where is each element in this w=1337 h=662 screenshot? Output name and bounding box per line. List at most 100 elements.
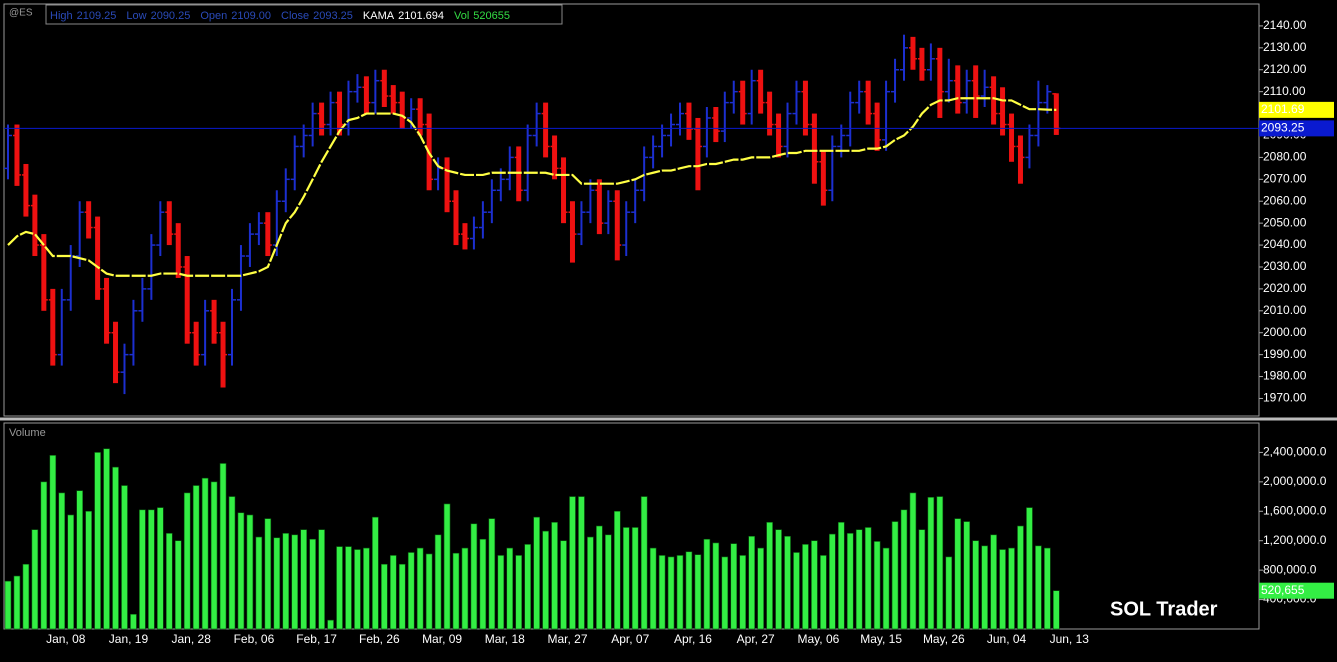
volume-bar — [291, 534, 299, 630]
volume-bar — [389, 555, 397, 630]
volume-bar — [1053, 590, 1060, 630]
volume-bar — [237, 512, 245, 630]
price-bar — [973, 65, 979, 118]
volume-bar — [685, 551, 693, 630]
volume-bar — [542, 530, 549, 630]
volume-bar — [58, 492, 66, 630]
price-bar — [983, 69, 986, 107]
symbol: @ES — [9, 8, 33, 19]
price-bar — [802, 80, 808, 136]
x-tick-label: Jan, 28 — [172, 632, 212, 646]
price-bar — [670, 113, 673, 147]
y-tick-label: 1,200,000.0 — [1263, 533, 1327, 547]
price-bar — [86, 201, 92, 239]
price-bar — [462, 223, 468, 250]
volume-bar — [148, 509, 155, 630]
volume-bar — [909, 492, 917, 630]
volume-bar — [327, 619, 334, 630]
price-bar — [1009, 113, 1015, 162]
price-bar — [231, 288, 233, 366]
volume-bar — [560, 540, 567, 630]
volume-bar — [121, 485, 128, 630]
volume-bar — [165, 533, 173, 630]
volume-bar — [640, 496, 648, 630]
price-bar — [69, 245, 72, 311]
price-bar — [184, 256, 190, 344]
volume-bar — [613, 510, 621, 630]
price-bar — [356, 74, 359, 103]
volume-bar — [658, 555, 666, 630]
volume-bar — [103, 448, 110, 630]
volume-bar — [802, 544, 809, 630]
volume-bar — [85, 510, 92, 630]
volume-bar — [963, 521, 971, 630]
price-bar — [910, 36, 916, 70]
watermark: SOL Trader — [1110, 598, 1218, 620]
price-bar — [535, 102, 538, 147]
volume-bar — [416, 547, 424, 630]
volume-bar — [452, 552, 460, 630]
y-tick-label: 2010.00 — [1263, 303, 1307, 317]
price-bar — [652, 135, 655, 169]
price-bar — [1053, 93, 1059, 135]
price-bar — [1028, 124, 1031, 169]
volume-bar — [820, 555, 827, 630]
price-bar — [104, 277, 110, 344]
price-bar — [444, 157, 450, 213]
x-tick-label: Apr, 07 — [611, 632, 649, 646]
price-bar — [41, 234, 47, 311]
price-bar — [679, 102, 681, 136]
volume-bar — [730, 543, 738, 630]
x-tick-label: May, 06 — [798, 632, 840, 646]
volume-bar — [4, 580, 12, 630]
volume-bar — [246, 514, 254, 630]
x-tick-label: Mar, 27 — [548, 632, 588, 646]
volume-bar — [1035, 545, 1042, 630]
price-bar — [60, 288, 63, 366]
volume-bar — [407, 552, 415, 630]
price-bar — [811, 113, 817, 184]
y-tick-label: 2030.00 — [1263, 259, 1307, 273]
y-tick-label: 2060.00 — [1263, 193, 1307, 207]
x-tick-label: Jan, 08 — [46, 632, 86, 646]
price-bar — [561, 157, 567, 224]
volume-bar — [596, 525, 603, 630]
volume-bar — [488, 518, 496, 630]
y-tick-label: 800,000.0 — [1263, 562, 1317, 576]
price-bar — [399, 91, 405, 129]
x-tick-label: Mar, 18 — [485, 632, 525, 646]
y-tick-label: 2080.00 — [1263, 150, 1307, 164]
volume-bar — [829, 533, 836, 630]
x-tick-label: Jan, 19 — [109, 632, 149, 646]
price-marker-label: 2101.69 — [1261, 102, 1305, 116]
volume-bar — [309, 538, 316, 630]
volume-bar — [837, 522, 845, 630]
volume-bar — [712, 542, 720, 630]
y-tick-label: 2070.00 — [1263, 171, 1307, 185]
volume-bar — [990, 534, 997, 630]
x-tick-label: Jun, 04 — [987, 632, 1027, 646]
volume-bar — [94, 452, 101, 630]
price-bar — [767, 91, 773, 136]
volume-bar — [936, 496, 944, 630]
price-bar — [347, 80, 350, 136]
x-tick-label: May, 15 — [860, 632, 902, 646]
volume-bar — [784, 535, 791, 630]
price-bar — [159, 201, 162, 257]
volume-bar — [551, 522, 558, 630]
volume-marker — [1259, 582, 1334, 599]
volume-bar — [479, 538, 487, 630]
price-bar — [723, 91, 726, 143]
price-bar — [311, 102, 314, 147]
header-value: 2093.25 — [313, 10, 353, 22]
y-tick-label: 1,600,000.0 — [1263, 503, 1327, 517]
price-bar — [132, 299, 135, 366]
y-tick-label: 2120.00 — [1263, 62, 1307, 76]
price-bar — [193, 321, 199, 366]
volume-bar — [694, 554, 702, 630]
x-tick-label: Apr, 16 — [674, 632, 712, 646]
price-bar — [381, 69, 387, 107]
volume-bar — [381, 563, 388, 630]
price-bar — [175, 223, 181, 278]
